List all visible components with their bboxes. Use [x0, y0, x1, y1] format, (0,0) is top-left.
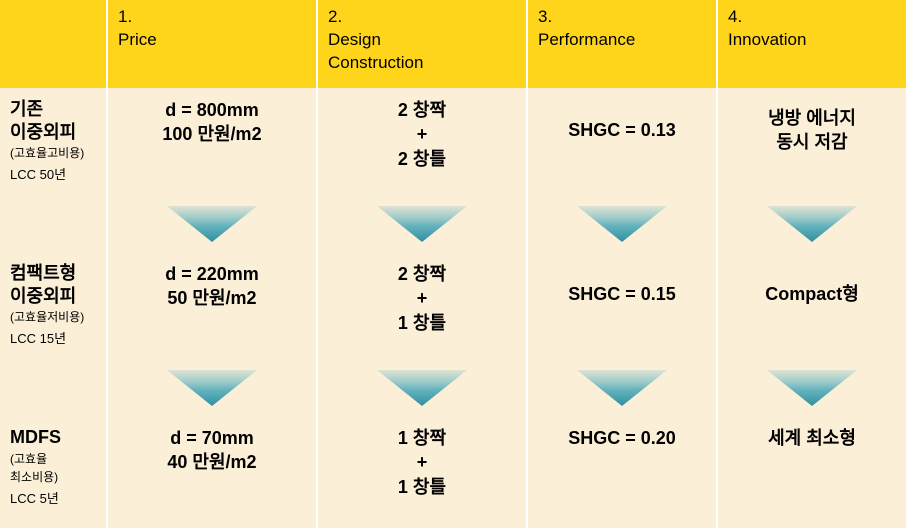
- design-line: 1 창틀: [324, 475, 520, 499]
- header-label: Design: [328, 29, 516, 52]
- design-line: +: [324, 450, 520, 474]
- down-arrow-icon: [367, 364, 477, 412]
- performance-cell: SHGC = 0.15: [528, 252, 718, 364]
- design-cell: 2 창짝 + 2 창틀: [318, 88, 528, 200]
- header-label: Performance: [538, 29, 706, 52]
- arrow-blank: [0, 364, 108, 416]
- row-title: 이중외피: [10, 285, 98, 308]
- down-arrow-icon: [757, 364, 867, 412]
- shgc-value: SHGC = 0.15: [534, 282, 710, 306]
- price-cost: 50 만원/m2: [114, 286, 310, 310]
- performance-cell: SHGC = 0.13: [528, 88, 718, 200]
- arrow-cell: [318, 364, 528, 416]
- price-cost: 40 만원/m2: [114, 450, 310, 474]
- header-label: Construction: [328, 52, 516, 75]
- row-sub: (고효율고비용): [10, 145, 98, 162]
- row-sub: (고효율: [10, 451, 98, 468]
- price-cell: d = 800mm 100 만원/m2: [108, 88, 318, 200]
- innov-line: Compact형: [724, 282, 900, 306]
- arrow-cell: [718, 364, 906, 416]
- header-num: 2.: [328, 6, 516, 29]
- innovation-cell: 냉방 에너지 동시 저감: [718, 88, 906, 200]
- innovation-cell: 세계 최소형: [718, 416, 906, 528]
- price-d: d = 800mm: [114, 98, 310, 122]
- row-sub: (고효율저비용): [10, 309, 98, 326]
- down-arrow-icon: [567, 200, 677, 248]
- down-arrow-icon: [157, 200, 267, 248]
- design-line: +: [324, 122, 520, 146]
- design-cell: 2 창짝 + 1 창틀: [318, 252, 528, 364]
- row-label: 컴팩트형 이중외피 (고효율저비용) LCC 15년: [0, 252, 108, 364]
- arrow-blank: [0, 200, 108, 252]
- header-price: 1. Price: [108, 0, 318, 88]
- row-title: MDFS: [10, 426, 98, 449]
- header-innovation: 4. Innovation: [718, 0, 906, 88]
- price-cell: d = 220mm 50 만원/m2: [108, 252, 318, 364]
- row-sub: 최소비용): [10, 469, 98, 486]
- price-cell: d = 70mm 40 만원/m2: [108, 416, 318, 528]
- arrow-cell: [108, 364, 318, 416]
- down-arrow-icon: [567, 364, 677, 412]
- header-performance: 3. Performance: [528, 0, 718, 88]
- down-arrow-icon: [367, 200, 477, 248]
- price-d: d = 70mm: [114, 426, 310, 450]
- row-title: 기존: [10, 98, 98, 121]
- innov-line: 세계 최소형: [724, 426, 900, 450]
- header-num: 1.: [118, 6, 306, 29]
- design-line: +: [324, 286, 520, 310]
- price-cost: 100 만원/m2: [114, 122, 310, 146]
- innovation-cell: Compact형: [718, 252, 906, 364]
- shgc-value: SHGC = 0.13: [534, 118, 710, 142]
- design-line: 2 창틀: [324, 147, 520, 171]
- row-title: 컴팩트형: [10, 262, 98, 285]
- design-cell: 1 창짝 + 1 창틀: [318, 416, 528, 528]
- design-line: 2 창짝: [324, 98, 520, 122]
- down-arrow-icon: [757, 200, 867, 248]
- header-blank: [0, 0, 108, 88]
- header-design: 2. Design Construction: [318, 0, 528, 88]
- arrow-cell: [528, 200, 718, 252]
- header-num: 4.: [728, 6, 896, 29]
- row-label: 기존 이중외피 (고효율고비용) LCC 50년: [0, 88, 108, 200]
- design-line: 1 창짝: [324, 426, 520, 450]
- design-line: 2 창짝: [324, 262, 520, 286]
- row-title: 이중외피: [10, 121, 98, 144]
- arrow-cell: [718, 200, 906, 252]
- row-lcc: LCC 15년: [10, 328, 98, 347]
- innov-line: 냉방 에너지: [724, 106, 900, 130]
- innov-line: 동시 저감: [724, 130, 900, 154]
- arrow-cell: [528, 364, 718, 416]
- price-d: d = 220mm: [114, 262, 310, 286]
- row-lcc: LCC 5년: [10, 488, 98, 507]
- down-arrow-icon: [157, 364, 267, 412]
- arrow-cell: [318, 200, 528, 252]
- header-num: 3.: [538, 6, 706, 29]
- performance-cell: SHGC = 0.20: [528, 416, 718, 528]
- design-line: 1 창틀: [324, 311, 520, 335]
- comparison-table: 1. Price 2. Design Construction 3. Perfo…: [0, 0, 906, 528]
- header-label: Price: [118, 29, 306, 52]
- shgc-value: SHGC = 0.20: [534, 426, 710, 450]
- row-label: MDFS (고효율 최소비용) LCC 5년: [0, 416, 108, 528]
- arrow-cell: [108, 200, 318, 252]
- row-lcc: LCC 50년: [10, 164, 98, 183]
- header-label: Innovation: [728, 29, 896, 52]
